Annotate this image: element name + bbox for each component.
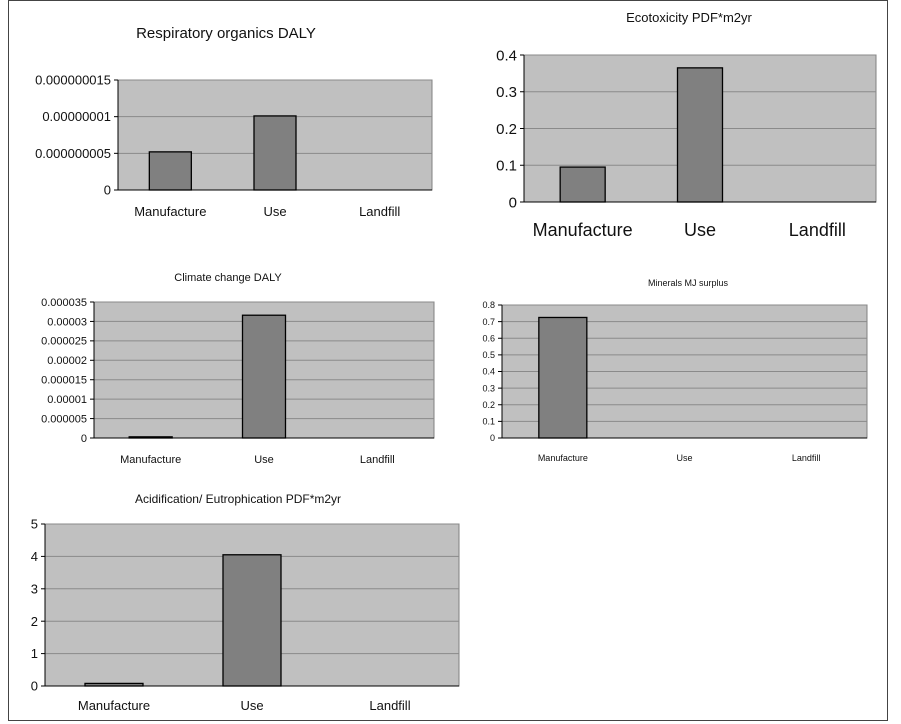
chart-climate-change: Climate change DALY 0 0.000005 0.00001 0.000…: [41, 272, 435, 466]
x-category-label: Landfill: [792, 453, 821, 463]
y-tick-label: 0.8: [482, 300, 495, 310]
x-category-label: Manufacture: [538, 453, 588, 463]
x-category-label: Use: [676, 453, 692, 463]
y-tick-label: 0.00002: [47, 355, 87, 367]
y-tick-label: 0: [509, 194, 517, 211]
x-category-label: Landfill: [789, 220, 846, 240]
chart-title: Climate change DALY: [174, 272, 282, 284]
y-tick-label: 0.00001: [47, 394, 87, 406]
y-tick-label: 0.3: [496, 84, 517, 101]
chart-title: Acidification/ Eutrophication PDF*m2yr: [135, 492, 341, 506]
chart-ecotoxicity: Ecotoxicity PDF*m2yr 0 0.1 0.2 0.3 0.4 Manufac…: [496, 10, 877, 240]
y-tick-label: 0.7: [482, 317, 495, 327]
bar-use: [253, 115, 297, 191]
bar-manufacture: [559, 166, 606, 203]
y-tick-label: 0.00000001: [42, 109, 111, 124]
bar-manufacture: [84, 682, 144, 687]
chart-title: Respiratory organics DALY: [136, 25, 316, 42]
y-tick-label: 0.4: [482, 367, 495, 377]
y-tick-label: 0.1: [482, 417, 495, 427]
y-tick-label: 0.3: [482, 383, 495, 393]
y-tick-label: 0.00003: [47, 316, 87, 328]
y-tick-label: 0.000000015: [35, 73, 111, 88]
y-tick-label: 0: [31, 679, 38, 694]
chart-title: Minerals MJ surplus: [648, 278, 729, 288]
y-tick-label: 0: [104, 183, 111, 198]
y-tick-label: 0.2: [482, 400, 495, 410]
y-tick-label: 3: [31, 581, 38, 596]
y-tick-label: 0: [490, 433, 495, 443]
y-tick-label: 0: [81, 433, 87, 445]
x-category-label: Manufacture: [134, 204, 206, 219]
x-category-label: Use: [263, 204, 286, 219]
y-tick-label: 1: [31, 646, 38, 661]
x-category-label: Use: [254, 454, 274, 466]
chart-respiratory-organics: Respiratory organics DALY 0 0.000000005 0.0…: [35, 25, 433, 219]
y-tick-label: 0.000005: [41, 413, 87, 425]
y-tick-label: 0.000015: [41, 375, 87, 387]
x-category-label: Landfill: [359, 204, 400, 219]
bar-manufacture: [128, 436, 173, 439]
y-tick-label: 2: [31, 614, 38, 629]
y-tick-label: 0.2: [496, 121, 517, 138]
bar-use: [222, 554, 282, 687]
bar-manufacture: [538, 316, 588, 439]
y-tick-label: 0.000035: [41, 297, 87, 309]
x-category-label: Landfill: [369, 698, 410, 713]
chart-title: Ecotoxicity PDF*m2yr: [626, 10, 752, 25]
y-tick-label: 0.000000005: [35, 146, 111, 161]
chart-acidification: Acidification/ Eutrophication PDF*m2yr 0 1…: [31, 492, 460, 713]
x-category-label: Use: [684, 220, 716, 240]
y-tick-label: 0.6: [482, 333, 495, 343]
y-tick-label: 5: [31, 517, 38, 532]
x-category-label: Landfill: [360, 454, 395, 466]
chart-minerals: Minerals MJ surplus 0 0.1 0.2 0.3 0.4 0.5 0.6 0.…: [482, 278, 868, 463]
y-tick-label: 0.4: [496, 47, 517, 64]
y-tick-label: 4: [31, 549, 38, 564]
x-category-label: Manufacture: [533, 220, 633, 240]
bar-use: [676, 67, 724, 203]
x-category-label: Manufacture: [120, 454, 181, 466]
y-tick-label: 0.000025: [41, 336, 87, 348]
x-category-label: Manufacture: [78, 698, 150, 713]
bar-use: [241, 314, 287, 439]
x-category-label: Use: [240, 698, 263, 713]
y-tick-label: 0.1: [496, 158, 517, 175]
y-tick-label: 0.5: [482, 350, 495, 360]
bar-manufacture: [148, 151, 192, 191]
